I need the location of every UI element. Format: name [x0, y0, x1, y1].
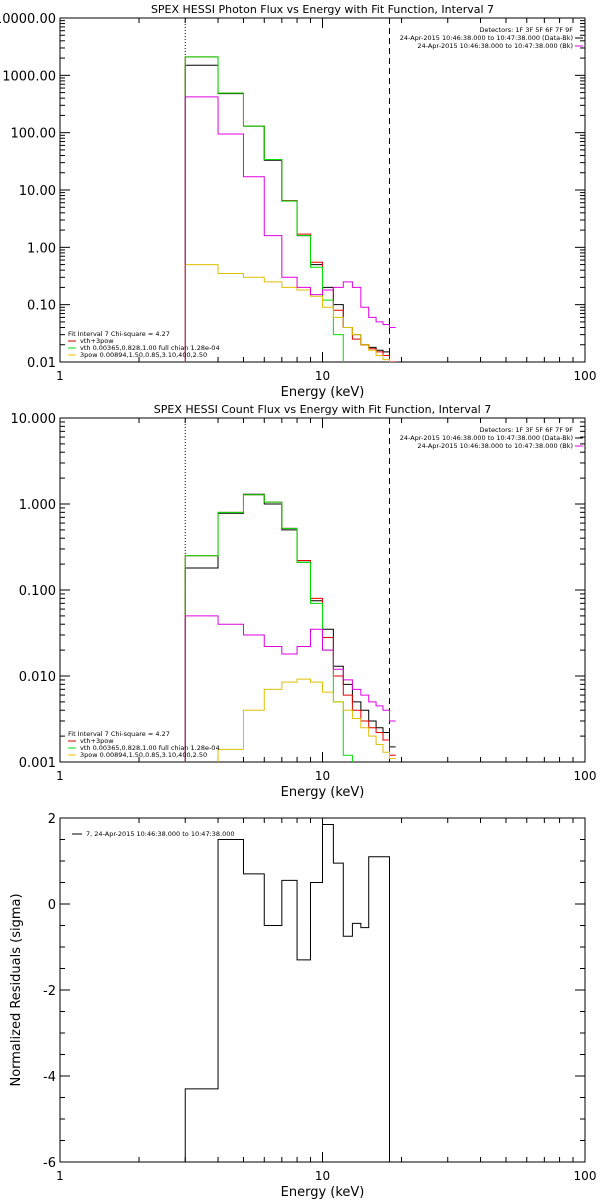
- x-tick-label: 10: [315, 1169, 330, 1183]
- y-tick-label: 100.00: [11, 127, 57, 142]
- legend-entry-text: vth+3pow: [80, 337, 114, 345]
- legend-entry-text: 24-Apr-2015 10:46:38.000 to 10:47:38.000…: [400, 434, 573, 442]
- y-tick-label: 1.000: [19, 498, 56, 513]
- x-tick-label: 1: [56, 769, 64, 783]
- legend-entry-text: 24-Apr-2015 10:46:38.000 to 10:47:38.000…: [417, 42, 573, 50]
- y-tick-label: 1.00: [27, 241, 56, 256]
- x-tick-label: 10: [315, 369, 330, 383]
- x-tick-label: 1: [56, 369, 64, 383]
- x-tick-label: 100: [574, 369, 597, 383]
- axes-frame: [59, 17, 586, 363]
- x-axis-label: Energy (keV): [281, 785, 365, 800]
- y-tick-label: 2: [48, 812, 56, 827]
- x-axis-label: Energy (keV): [281, 1185, 365, 1200]
- y-tick-label: 10000.00: [0, 12, 56, 27]
- y-axis-label: Normalized Residuals (sigma): [9, 893, 24, 1086]
- series-3pow: [184, 264, 391, 362]
- chart-panel-2: SPEX HESSI Count Flux vs Energy with Fit…: [11, 403, 597, 800]
- chart-title: SPEX HESSI Count Flux vs Energy with Fit…: [154, 403, 491, 416]
- plot-area: [184, 493, 396, 762]
- series-residuals: [184, 823, 391, 1162]
- legend-detectors: Detectors: 1F 3F 5F 6F 7F 9F: [479, 26, 573, 34]
- legend-entry-text: vth 0.00365,0.828,1.00 full chian 1.28e-…: [80, 744, 220, 752]
- legend-entry-text: vth+3pow: [80, 737, 114, 745]
- y-tick-label: -4: [43, 1070, 56, 1085]
- x-tick-label: 100: [574, 769, 597, 783]
- y-tick-label: 0: [48, 898, 56, 913]
- y-tick-label: 0.010: [19, 670, 56, 685]
- y-tick-label: 1000.00: [2, 69, 56, 84]
- legend-entry-text: vth 0.00365,0.828,1.00 full chian 1.28e-…: [80, 344, 220, 352]
- x-tick-label: 1: [56, 1169, 64, 1183]
- legend-fit-header: Fit Interval 7 Chi-square = 4.27: [68, 330, 170, 338]
- series-bk: [184, 615, 396, 762]
- y-tick-label: 0.01: [27, 356, 56, 371]
- series-vth-3pow: [184, 56, 396, 362]
- y-tick-label: 10.000: [11, 412, 57, 427]
- legend-entry-text: 3pow 0.00894,1.50,0.85,3.10,400,2.50: [80, 351, 207, 359]
- axes-frame: [59, 417, 586, 763]
- legend-fit-header: Fit Interval 7 Chi-square = 4.27: [68, 730, 170, 738]
- series-bk: [184, 96, 396, 362]
- legend-entry-text: 3pow 0.00894,1.50,0.85,3.10,400,2.50: [80, 751, 207, 759]
- series-data-bk: [184, 493, 396, 762]
- legend-entry-text: 7, 24-Apr-2015 10:46:38.000 to 10:47:38.…: [86, 830, 235, 838]
- y-tick-label: 0.10: [27, 299, 56, 314]
- chart-panel-3: 1 10 100 Energy (keV) -6 -4 -2 0 2 Normalized Res…: [9, 812, 596, 1200]
- series-vth: [184, 56, 344, 362]
- y-tick-label: -2: [43, 984, 56, 999]
- series-3pow: [184, 678, 396, 762]
- plot-area: [184, 823, 391, 1162]
- y-tick-label: 10.00: [19, 184, 56, 199]
- y-tick-label: 0.100: [19, 584, 56, 599]
- series-data-bk: [184, 64, 396, 362]
- legend-detectors: Detectors: 1F 3F 5F 6F 7F 9F: [479, 426, 573, 434]
- legend-entry-text: 24-Apr-2015 10:46:38.000 to 10:47:38.000…: [400, 34, 573, 42]
- plot-area: [184, 56, 396, 362]
- chart-title: SPEX HESSI Photon Flux vs Energy with Fi…: [151, 3, 494, 16]
- y-tick-label: 0.001: [19, 756, 56, 771]
- x-axis-label: Energy (keV): [281, 385, 365, 400]
- x-tick-label: 100: [574, 1169, 597, 1183]
- x-tick-label: 10: [315, 769, 330, 783]
- chart-panel-1: SPEX HESSI Photon Flux vs Energy with Fi…: [0, 3, 597, 400]
- y-tick-label: -6: [43, 1156, 56, 1171]
- series-vth: [184, 494, 353, 762]
- legend-entry-text: 24-Apr-2015 10:46:38.000 to 10:47:38.000…: [417, 442, 573, 450]
- series-vth-3pow: [184, 494, 396, 762]
